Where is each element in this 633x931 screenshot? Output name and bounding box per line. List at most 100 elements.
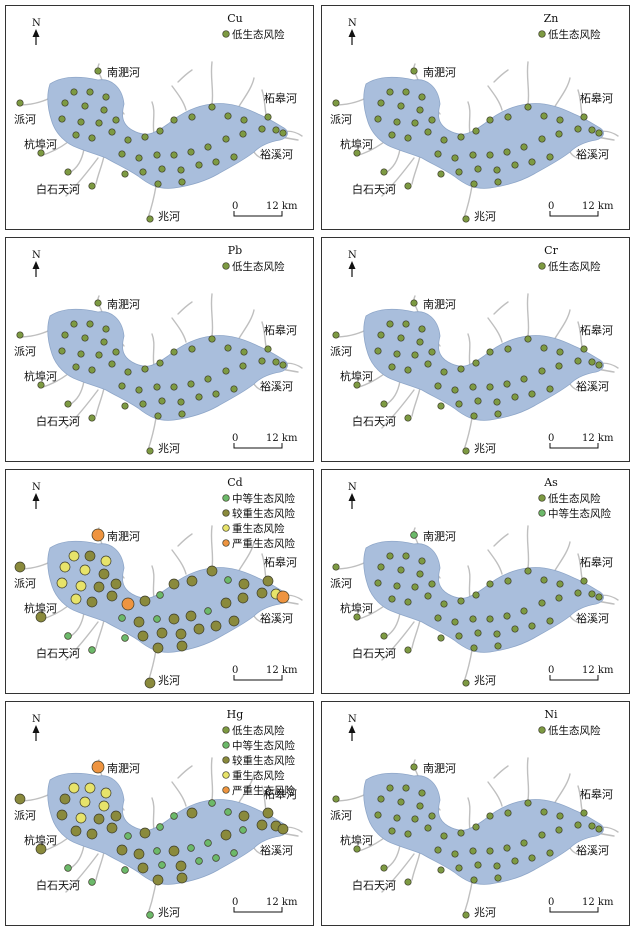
sampling-site-low bbox=[61, 99, 69, 107]
sampling-site-low bbox=[494, 642, 502, 650]
sampling-site-low bbox=[440, 368, 448, 376]
sampling-site-considerable bbox=[139, 827, 151, 839]
river-line bbox=[553, 773, 571, 805]
sampling-site-low bbox=[469, 383, 477, 391]
sampling-site-considerable bbox=[193, 623, 205, 635]
legend-marker-medium bbox=[222, 494, 230, 502]
river-label-baishitian: 白石天河 bbox=[352, 646, 396, 660]
sampling-site-low bbox=[580, 113, 588, 121]
sampling-site-considerable bbox=[110, 578, 122, 590]
sampling-site-low bbox=[528, 158, 536, 166]
sampling-site-low bbox=[486, 615, 494, 623]
north-arrow-icon bbox=[348, 261, 356, 277]
sampling-site-low bbox=[64, 168, 72, 176]
river-label-baishitian: 白石天河 bbox=[36, 414, 80, 428]
sampling-site-low bbox=[574, 125, 582, 133]
river-line bbox=[65, 157, 99, 197]
sampling-site-considerable bbox=[168, 578, 180, 590]
river-label-zhegao: 柘皋河 bbox=[264, 555, 297, 569]
sampling-site-low bbox=[402, 552, 410, 560]
sampling-site-low bbox=[397, 102, 405, 110]
sampling-site-low bbox=[102, 325, 110, 333]
sampling-site-low bbox=[556, 116, 564, 124]
scale-end-label: 12 km bbox=[582, 433, 614, 444]
sampling-site-low bbox=[580, 577, 588, 585]
sampling-site-low bbox=[95, 351, 103, 359]
sampling-site-low bbox=[474, 165, 482, 173]
sampling-site-considerable bbox=[93, 813, 105, 825]
sampling-site-low bbox=[410, 299, 418, 307]
river-label-baishitian: 白石天河 bbox=[36, 182, 80, 196]
sampling-site-low bbox=[503, 844, 511, 852]
map-panel-cd: 南淝河 派河 柘皋河 杭埠河 裕溪河 白石天河 兆河 N Cd 中等生态风险 较重生态风险 重生态风险… bbox=[5, 469, 314, 694]
sampling-site-considerable bbox=[84, 550, 96, 562]
sampling-site-low bbox=[474, 397, 482, 405]
river-line bbox=[553, 77, 571, 109]
river-line bbox=[147, 185, 157, 219]
river-line bbox=[463, 649, 473, 683]
river-line bbox=[526, 757, 530, 801]
river-line bbox=[381, 389, 415, 429]
sampling-site-low bbox=[472, 359, 480, 367]
sampling-site-low bbox=[154, 180, 162, 188]
sampling-site-low bbox=[72, 363, 80, 371]
sampling-site-medium bbox=[153, 615, 161, 623]
sampling-site-low bbox=[380, 168, 388, 176]
river-line bbox=[526, 61, 530, 105]
sampling-site-low bbox=[195, 393, 203, 401]
sampling-site-low bbox=[574, 589, 582, 597]
scale-bar: 0 12 km bbox=[548, 897, 614, 913]
scale-start-label: 0 bbox=[232, 897, 238, 908]
chaohu-lake-outline bbox=[47, 308, 288, 421]
sampling-site-low bbox=[462, 215, 470, 223]
sampling-site-low bbox=[503, 148, 511, 156]
sampling-site-considerable bbox=[256, 819, 268, 831]
river-line bbox=[487, 317, 503, 343]
river-label-zhao: 兆河 bbox=[158, 210, 180, 223]
sampling-site-considerable bbox=[133, 848, 145, 860]
sampling-site-low bbox=[108, 128, 116, 136]
sampling-site-low bbox=[58, 347, 66, 355]
sampling-site-low bbox=[141, 365, 149, 373]
sampling-site-considerable bbox=[59, 793, 71, 805]
sampling-site-considerable bbox=[206, 565, 218, 577]
river-line bbox=[147, 649, 157, 683]
scale-start-label: 0 bbox=[548, 433, 554, 444]
sampling-site-high bbox=[84, 782, 96, 794]
sampling-site-low bbox=[580, 345, 588, 353]
sampling-site-low bbox=[416, 338, 424, 346]
sampling-site-low bbox=[146, 447, 154, 455]
sampling-site-low bbox=[124, 368, 132, 376]
river-line bbox=[151, 797, 155, 831]
legend-marker-considerable bbox=[222, 509, 230, 517]
sampling-site-low bbox=[437, 866, 445, 874]
sampling-site-low bbox=[258, 357, 266, 365]
north-arrow-icon bbox=[32, 29, 40, 45]
legend-label-considerable: 较重生态风险 bbox=[232, 754, 295, 767]
sampling-site-low bbox=[546, 849, 554, 857]
sampling-site-low bbox=[424, 592, 432, 600]
scale-end-label: 12 km bbox=[582, 897, 614, 908]
north-arrow-icon bbox=[32, 493, 40, 509]
sampling-site-low bbox=[462, 679, 470, 687]
sampling-site-low bbox=[188, 345, 196, 353]
sampling-site-considerable bbox=[139, 595, 151, 607]
river-line bbox=[95, 387, 105, 417]
sampling-site-low bbox=[434, 846, 442, 854]
sampling-site-low bbox=[204, 143, 212, 151]
sampling-site-low bbox=[595, 593, 603, 601]
river-label-pai: 派河 bbox=[330, 113, 352, 126]
river-line bbox=[493, 533, 509, 547]
sampling-site-low bbox=[204, 375, 212, 383]
scale-end-label: 12 km bbox=[266, 897, 298, 908]
river-label-nanfei: 南淝河 bbox=[107, 761, 140, 775]
sampling-site-considerable bbox=[176, 872, 188, 884]
north-label: N bbox=[32, 18, 41, 29]
sampling-site-low bbox=[440, 136, 448, 144]
sampling-site-considerable bbox=[116, 844, 128, 856]
sampling-site-low bbox=[386, 552, 394, 560]
sampling-site-considerable bbox=[237, 592, 249, 604]
sampling-site-medium bbox=[121, 866, 129, 874]
element-title: As bbox=[543, 476, 558, 489]
